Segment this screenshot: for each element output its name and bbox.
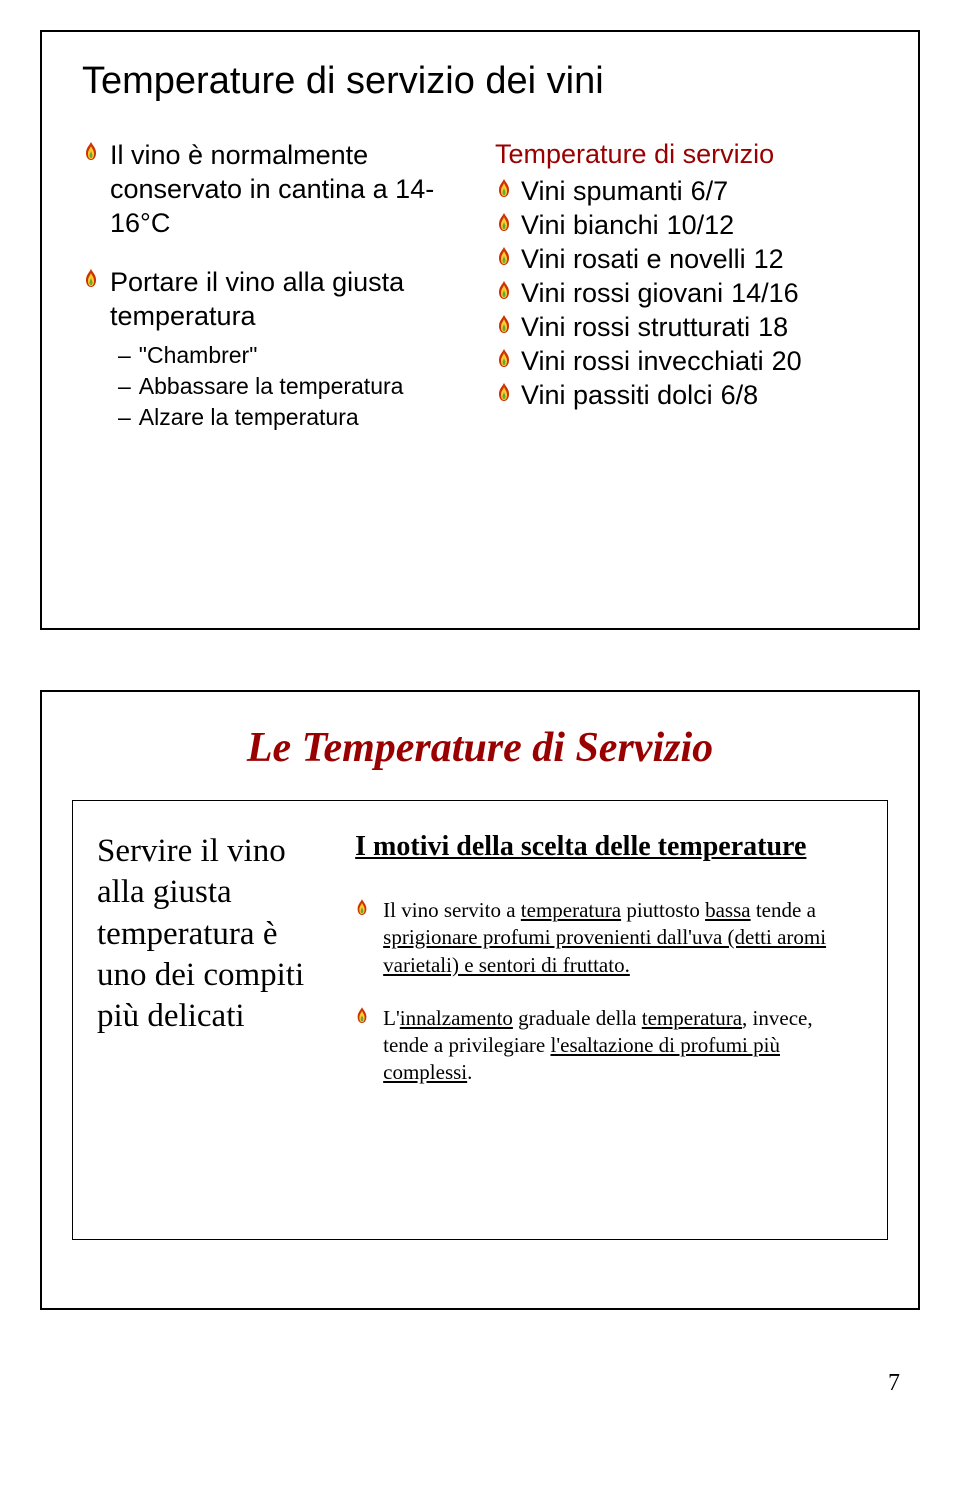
wine-row: Vini passiti dolci 6/8 [495, 380, 878, 411]
sub-bullet-list: – "Chambrer" – Abbassare la temperatura … [118, 342, 465, 431]
flame-icon [495, 312, 513, 334]
wine-temp: 12 [754, 244, 784, 275]
bullet-item: Portare il vino alla giusta temperatura [82, 266, 465, 334]
sub-bullet-item: – "Chambrer" [118, 342, 465, 369]
flame-icon [495, 380, 513, 402]
wine-row: Vini rosati e novelli 12 [495, 244, 878, 275]
slide-1-columns: Il vino è normalmente conservato in cant… [82, 139, 878, 435]
inner-frame: Servire il vino alla giusta temperatura … [72, 800, 888, 1240]
page-number: 7 [40, 1370, 920, 1397]
flame-icon [355, 897, 373, 922]
wine-temp: 14/16 [731, 278, 799, 309]
wine-temp: 6/8 [721, 380, 759, 411]
wine-label: Vini rossi invecchiati [521, 346, 764, 377]
wine-temp: 10/12 [667, 210, 735, 241]
sub-bullet-text: Alzare la temperatura [139, 404, 359, 431]
flame-icon [82, 266, 100, 288]
wine-label: Vini rossi strutturati [521, 312, 750, 343]
motivi-text-2: L'innalzamento graduale della temperatur… [383, 1005, 863, 1087]
wine-row: Vini rossi giovani 14/16 [495, 278, 878, 309]
flame-icon [495, 346, 513, 368]
bullet-text: Portare il vino alla giusta temperatura [110, 266, 465, 334]
wine-row: Vini spumanti 6/7 [495, 176, 878, 207]
wine-label: Vini passiti dolci [521, 380, 713, 411]
slide-1-left-column: Il vino è normalmente conservato in cant… [82, 139, 465, 435]
temperature-header: Temperature di servizio [495, 139, 878, 170]
dash-icon: – [118, 404, 131, 431]
wine-row: Vini rossi strutturati 18 [495, 312, 878, 343]
flame-icon [495, 210, 513, 232]
wine-temp: 6/7 [691, 176, 729, 207]
wine-temperature-list: Vini spumanti6/7Vini bianchi10/12Vini ro… [495, 176, 878, 411]
dash-icon: – [118, 342, 131, 369]
wine-temp: 18 [758, 312, 788, 343]
wine-temp: 20 [772, 346, 802, 377]
slide-2-title: Le Temperature di Servizio [72, 724, 888, 772]
slide-1: Temperature di servizio dei vini Il vino… [40, 30, 920, 630]
flame-icon [355, 1005, 373, 1030]
slide-2-right-column: I motivi della scelta delle temperature … [355, 825, 863, 1209]
flame-icon [495, 278, 513, 300]
wine-row: Vini rossi invecchiati 20 [495, 346, 878, 377]
bullet-item: Il vino è normalmente conservato in cant… [82, 139, 465, 240]
wine-label: Vini rosati e novelli [521, 244, 746, 275]
motivi-text-1: Il vino servito a temperatura piuttosto … [383, 897, 863, 979]
motivi-item: Il vino servito a temperatura piuttosto … [355, 897, 863, 979]
flame-icon [495, 244, 513, 266]
sub-bullet-item: – Abbassare la temperatura [118, 373, 465, 400]
wine-label: Vini rossi giovani [521, 278, 723, 309]
dash-icon: – [118, 373, 131, 400]
bullet-text: Il vino è normalmente conservato in cant… [110, 139, 465, 240]
motivi-header: I motivi della scelta delle temperature [355, 831, 863, 863]
slide-2: Le Temperature di Servizio Servire il vi… [40, 690, 920, 1310]
slide-1-title: Temperature di servizio dei vini [82, 60, 878, 103]
wine-row: Vini bianchi 10/12 [495, 210, 878, 241]
sub-bullet-text: "Chambrer" [139, 342, 258, 369]
sub-bullet-text: Abbassare la temperatura [139, 373, 404, 400]
slide-1-right-column: Temperature di servizio Vini spumanti 6/7… [495, 139, 878, 435]
wine-label: Vini spumanti [521, 176, 683, 207]
sub-bullet-item: – Alzare la temperatura [118, 404, 465, 431]
wine-label: Vini bianchi [521, 210, 659, 241]
flame-icon [495, 176, 513, 198]
slide-2-left-text: Servire il vino alla giusta temperatura … [97, 825, 325, 1209]
flame-icon [82, 139, 100, 161]
motivi-item: L'innalzamento graduale della temperatur… [355, 1005, 863, 1087]
